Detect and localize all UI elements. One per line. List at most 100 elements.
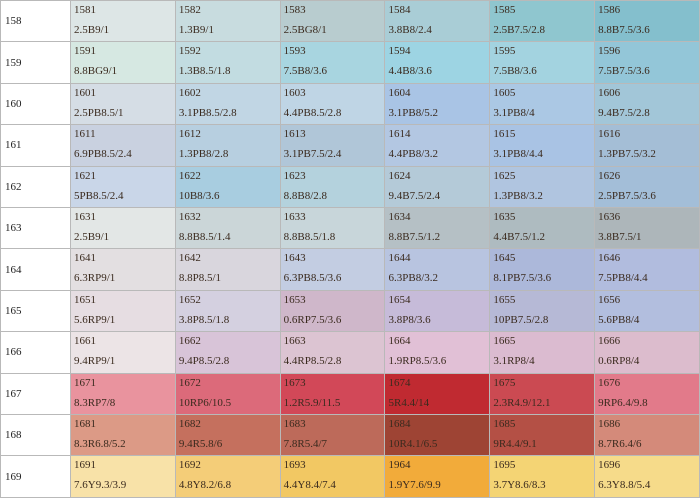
munsell-notation: 4.4B8/3.6 [388,65,432,78]
table-row: 159 1591 8.8BG9/1 1592 1.3B8.5/1.8 1593 7.5B8/… [0,41,700,84]
color-cell: 1636 3.8B7.5/1 [594,207,700,250]
color-cell: 1664 1.9RP8.5/3.6 [384,331,491,374]
color-code: 1685 [493,418,516,431]
munsell-notation: 7.8R5.4/7 [283,438,328,451]
munsell-notation: 9.4R5.8/6 [178,438,223,451]
color-code: 1613 [283,128,306,141]
munsell-notation: 9.4P8.5/2.8 [178,355,230,368]
munsell-notation: 10PB7.5/2.8 [493,313,549,326]
color-cell: 1622 10B8/3.6 [174,165,281,209]
color-cell: 1662 9.4P8.5/2.8 [174,331,281,374]
table-row: 158 1581 2.5B9/1 1582 1.3B9/1 1583 2.5BG8/1 158… [0,0,700,43]
color-code: 1652 [178,293,201,306]
munsell-notation: 8.7R6.4/6 [598,438,642,451]
color-code: 1582 [178,4,201,16]
munsell-notation: 4.4PB8.5/2.8 [283,106,342,119]
color-cell: 1623 8.8B8/2.8 [279,165,386,209]
color-cell: 1665 3.1RP8/4 [489,331,596,374]
munsell-notation: 5.6RP9/1 [74,313,116,326]
munsell-notation: 0.6RP8/4 [598,355,640,368]
table-row: 165 1651 5.6RP9/1 1652 3.8P8.5/1.8 1653 0.6RP7… [0,289,700,333]
color-cell: 1692 4.8Y8.2/6.8 [174,455,281,498]
munsell-notation: 1.9RP8.5/3.6 [388,355,447,368]
color-code: 1686 [598,418,621,431]
munsell-notation: 6.3PB8/3.2 [388,272,438,285]
color-cell: 1592 1.3B8.5/1.8 [174,41,281,84]
color-cell: 1671 8.3RP7/8 [70,372,176,416]
munsell-notation: 7.6Y9.3/3.9 [74,479,127,492]
color-cell: 1641 6.3RP9/1 [70,248,176,291]
row-label: 164 [0,248,71,291]
color-cell: 1675 2.3R4.9/12.1 [489,372,596,416]
color-cell: 1604 3.1PB8/5.2 [384,82,491,126]
color-code: 1581 [74,4,96,16]
color-cell: 1652 3.8P8.5/1.8 [174,289,281,333]
color-cell: 1583 2.5BG8/1 [279,0,386,43]
color-cell: 1631 2.5B9/1 [70,207,176,250]
munsell-notation: 3.1PB8.5/2.8 [178,106,237,119]
color-code: 1621 [74,169,96,182]
munsell-notation: 2.5B9/1 [74,24,110,36]
color-code: 1682 [178,418,201,431]
munsell-notation: 5.6PB8/4 [598,313,640,326]
munsell-notation: 5R4.4/14 [388,396,430,409]
munsell-notation: 3.1PB8/5.2 [388,106,438,119]
color-code: 1634 [388,211,411,224]
munsell-notation: 6.3RP9/1 [74,272,116,285]
color-code: 1661 [74,335,96,348]
color-code: 1696 [598,459,621,472]
munsell-notation: 9.4B7.5/2.4 [388,189,441,202]
row-label: 158 [0,0,71,43]
munsell-notation: 2.5PB7.5/3.6 [598,189,656,202]
munsell-notation: 7.5PB8/4.4 [598,272,648,285]
color-cell: 1581 2.5B9/1 [70,0,176,43]
color-cell: 1605 3.1PB8/4 [489,82,596,126]
color-cell: 1683 7.8R5.4/7 [279,414,386,457]
color-code: 1662 [178,335,201,348]
color-cell: 1595 7.5B8/3.6 [489,41,596,84]
munsell-notation: 5PB8.5/2.4 [74,189,124,202]
color-code: 1695 [493,459,516,472]
color-code: 1591 [74,45,96,58]
color-code: 1614 [388,128,411,141]
color-code: 1645 [493,252,516,265]
color-code: 1653 [283,293,306,306]
color-cell: 1601 2.5PB8.5/1 [70,82,176,126]
munsell-notation: 6.9PB8.5/2.4 [74,148,132,161]
color-cell: 1602 3.1PB8.5/2.8 [174,82,281,126]
row-label: 161 [0,124,71,167]
color-code: 1633 [283,211,306,224]
color-code: 1592 [178,45,201,58]
munsell-notation: 7.5B8/3.6 [493,65,537,78]
color-code: 1691 [74,459,96,472]
color-cell: 1653 0.6RP7.5/3.6 [279,289,386,333]
color-code: 1964 [388,459,411,472]
color-code: 1606 [598,86,621,99]
color-code: 1651 [74,293,96,306]
color-cell: 1603 4.4PB8.5/2.8 [279,82,386,126]
table-row: 167 1671 8.3RP7/8 1672 10RP6/10.5 1673 1.2R5.9… [0,372,700,416]
munsell-notation: 1.3PB8/3.2 [493,189,543,202]
munsell-notation: 2.3R4.9/12.1 [493,396,551,409]
row-label: 166 [0,331,71,374]
table-row: 168 1681 8.3R6.8/5.2 1682 9.4R5.8/6 1683 7.8R5… [0,414,700,457]
color-code: 1642 [178,252,201,265]
munsell-notation: 9.4RP9/1 [74,355,116,368]
munsell-notation: 8.1PB7.5/3.6 [493,272,552,285]
color-cell: 1634 8.8B7.5/1.2 [384,207,491,250]
color-cell: 1684 10R4.1/6.5 [384,414,491,457]
color-cell: 1614 4.4PB8/3.2 [384,124,491,167]
color-cell: 1691 7.6Y9.3/3.9 [70,455,176,498]
color-code: 1586 [598,4,621,16]
color-cell: 1693 4.4Y8.4/7.4 [279,455,386,498]
munsell-notation: 4.4B7.5/1.2 [493,231,545,244]
munsell-notation: 6.3PB8.5/3.6 [283,272,342,285]
munsell-notation: 3.1RP8/4 [493,355,535,368]
color-code: 1594 [388,45,411,58]
color-cell: 1624 9.4B7.5/2.4 [384,165,491,209]
color-cell: 1661 9.4RP9/1 [70,331,176,374]
color-cell: 1672 10RP6/10.5 [174,372,281,416]
munsell-notation: 8.3R6.8/5.2 [74,438,126,451]
color-code: 1641 [74,252,96,265]
color-cell: 1656 5.6PB8/4 [594,289,700,333]
